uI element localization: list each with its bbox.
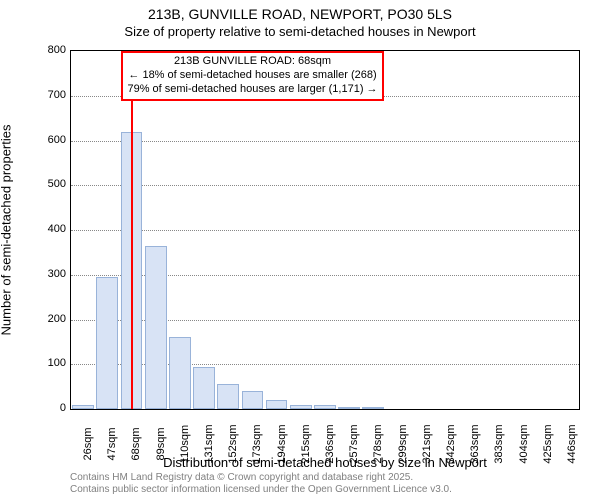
y-tick-label: 300 (48, 268, 66, 280)
y-tick-label: 500 (48, 178, 66, 190)
y-tick-label: 100 (48, 357, 66, 369)
gridline (71, 141, 579, 142)
chart-container: 213B, GUNVILLE ROAD, NEWPORT, PO30 5LS S… (0, 0, 600, 500)
histogram-bar (266, 400, 288, 409)
footer-line-2: Contains public sector information licen… (70, 484, 452, 496)
footer-line-1: Contains HM Land Registry data © Crown c… (70, 472, 452, 484)
annotation-line-2: ← 18% of semi-detached houses are smalle… (127, 69, 377, 83)
histogram-bar (145, 246, 167, 409)
histogram-bar (314, 405, 336, 409)
gridline (71, 185, 579, 186)
y-tick-label: 800 (48, 44, 66, 56)
histogram-bar (338, 407, 360, 409)
y-tick-label: 700 (48, 89, 66, 101)
y-tick-label: 0 (60, 402, 66, 414)
footer-attribution: Contains HM Land Registry data © Crown c… (70, 472, 452, 496)
plot-area: 213B GUNVILLE ROAD: 68sqm← 18% of semi-d… (70, 50, 580, 410)
histogram-bar (242, 391, 264, 409)
chart-title-sub: Size of property relative to semi-detach… (0, 24, 600, 39)
histogram-bar (193, 367, 215, 410)
histogram-bar (96, 277, 118, 409)
histogram-bar (290, 405, 312, 409)
y-axis-label: Number of semi-detached properties (0, 125, 14, 336)
x-axis-label: Distribution of semi-detached houses by … (70, 455, 580, 470)
annotation-line-1: 213B GUNVILLE ROAD: 68sqm (127, 55, 377, 69)
histogram-bar (169, 337, 191, 409)
y-tick-label: 600 (48, 134, 66, 146)
annotation-line-3: 79% of semi-detached houses are larger (… (127, 83, 377, 97)
histogram-bar (217, 384, 239, 409)
y-tick-label: 200 (48, 313, 66, 325)
histogram-bar (362, 407, 384, 409)
annotation-box: 213B GUNVILLE ROAD: 68sqm← 18% of semi-d… (121, 51, 383, 100)
histogram-bar (72, 405, 94, 409)
chart-title-main: 213B, GUNVILLE ROAD, NEWPORT, PO30 5LS (0, 6, 600, 22)
y-tick-label: 400 (48, 223, 66, 235)
property-marker-line (131, 51, 133, 409)
gridline (71, 230, 579, 231)
